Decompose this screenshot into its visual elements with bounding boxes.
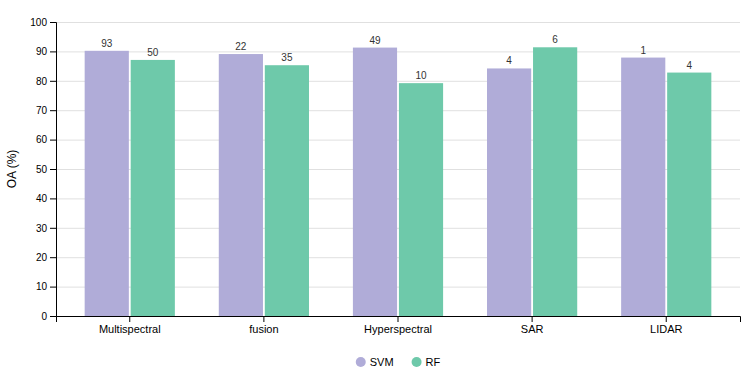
y-tick-label: 90 xyxy=(36,46,48,57)
bar xyxy=(487,68,531,316)
legend-item: RF xyxy=(412,356,441,368)
x-tick-line xyxy=(666,316,667,322)
y-tick-label: 40 xyxy=(36,193,48,204)
x-tick-label: SAR xyxy=(521,323,544,335)
grid-line xyxy=(56,51,740,52)
x-tick: LIDAR xyxy=(650,316,682,335)
y-tick-line xyxy=(50,110,56,111)
axis-domain xyxy=(57,317,741,323)
y-tick-line xyxy=(50,169,56,170)
bars xyxy=(85,47,712,316)
count-label: 10 xyxy=(415,70,427,81)
y-tick: 0 xyxy=(41,311,56,322)
x-tick: fusion xyxy=(249,316,278,335)
grid-tick xyxy=(56,51,740,52)
bar xyxy=(131,60,175,316)
plot: 93 22 49 4 1 50 35 10 6 4 Multispectral fusion Hyper… xyxy=(30,17,740,335)
y-tick-label: 10 xyxy=(36,281,48,292)
y-tick-label: 30 xyxy=(36,223,48,234)
y-tick: 70 xyxy=(36,105,56,116)
bar-series xyxy=(85,48,666,316)
count-label: 1 xyxy=(640,45,646,56)
x-tick-label: LIDAR xyxy=(650,323,682,335)
legend-marker xyxy=(356,357,366,367)
y-tick-line xyxy=(50,81,56,82)
grid-line xyxy=(56,22,740,23)
y-tick-line xyxy=(50,316,56,317)
y-tick-label: 20 xyxy=(36,252,48,263)
bar xyxy=(667,73,711,316)
y-tick-label: 70 xyxy=(36,105,48,116)
bar xyxy=(621,58,665,316)
x-tick-label: fusion xyxy=(249,323,278,335)
legend: SVM RF xyxy=(356,356,441,368)
x-tick: Multispectral xyxy=(99,316,161,335)
x-axis: Multispectral fusion Hyperspectral SAR LIDAR xyxy=(57,316,741,335)
count-label: 4 xyxy=(506,55,512,66)
y-tick-label: 100 xyxy=(30,17,47,28)
bar xyxy=(85,51,129,316)
x-tick-line xyxy=(398,316,399,322)
count-label: 6 xyxy=(552,34,558,45)
y-tick-line xyxy=(50,51,56,52)
x-tick-line xyxy=(532,316,533,322)
count-labels: 93 22 49 4 1 50 35 10 6 4 xyxy=(101,34,692,81)
legend-label: SVM xyxy=(370,356,394,368)
x-tick-line xyxy=(263,316,264,322)
y-tick: 60 xyxy=(36,134,56,145)
x-tick-label: Multispectral xyxy=(99,323,161,335)
x-tick-label: Hyperspectral xyxy=(364,323,432,335)
x-tick: SAR xyxy=(521,316,544,335)
y-tick: 30 xyxy=(36,223,56,234)
y-tick: 90 xyxy=(36,46,56,57)
y-tick-line xyxy=(50,22,56,23)
legend-label: RF xyxy=(426,356,441,368)
y-tick-label: 50 xyxy=(36,164,48,175)
y-tick: 100 xyxy=(30,17,56,28)
axis-domain xyxy=(50,23,57,317)
y-axis-title: OA (%) xyxy=(5,150,19,189)
bar xyxy=(219,54,263,316)
y-tick-label: 0 xyxy=(41,311,47,322)
grid xyxy=(56,23,740,317)
count-label: 22 xyxy=(235,41,247,52)
y-tick: 40 xyxy=(36,193,56,204)
x-tick: Hyperspectral xyxy=(364,316,432,335)
y-tick: 10 xyxy=(36,281,56,292)
y-tick-line xyxy=(50,257,56,258)
x-tick-line xyxy=(129,316,130,322)
y-tick-line xyxy=(50,287,56,288)
y-tick-label: 80 xyxy=(36,76,48,87)
count-label: 4 xyxy=(686,60,692,71)
bar xyxy=(265,65,309,316)
grid-tick xyxy=(56,22,740,23)
bar-series xyxy=(131,47,712,316)
bar xyxy=(533,47,577,316)
bar xyxy=(399,83,443,316)
legend-item: SVM xyxy=(356,356,394,368)
count-label: 50 xyxy=(147,47,159,58)
y-tick-line xyxy=(50,228,56,229)
y-tick: 80 xyxy=(36,76,56,87)
y-tick-label: 60 xyxy=(36,134,48,145)
y-tick-line xyxy=(50,140,56,141)
y-tick: 20 xyxy=(36,252,56,263)
bar xyxy=(353,48,397,316)
legend-marker xyxy=(412,357,422,367)
count-label: 93 xyxy=(101,38,113,49)
count-label: 35 xyxy=(281,52,293,63)
y-tick: 50 xyxy=(36,164,56,175)
y-axis: 0 10 20 30 40 50 60 70 80 90 100 xyxy=(30,17,56,322)
chart: 93 22 49 4 1 50 35 10 6 4 Multispectral fusion Hyper… xyxy=(0,0,755,378)
y-tick-line xyxy=(50,198,56,199)
count-label: 49 xyxy=(369,35,381,46)
